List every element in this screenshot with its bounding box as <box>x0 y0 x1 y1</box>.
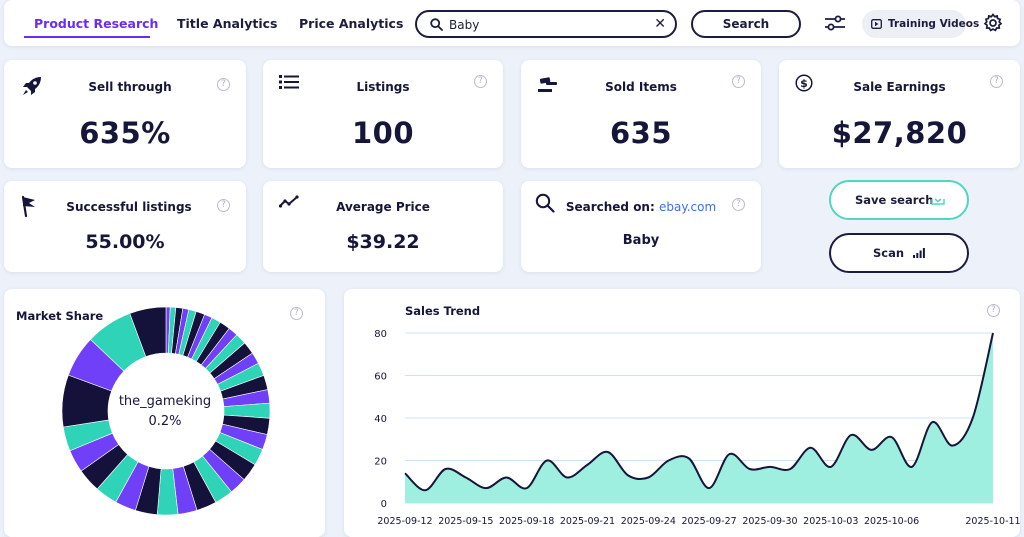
trend-icon <box>279 195 299 208</box>
x-tick-label: 2025-09-24 <box>621 516 676 527</box>
sold-items-value: 635 <box>609 116 673 150</box>
help-icon[interactable]: ? <box>987 304 1000 317</box>
x-tick-label: 2025-09-27 <box>682 516 737 527</box>
sales-area <box>405 333 993 503</box>
searched-on-title: Searched on: ebay.com <box>521 200 761 214</box>
top-nav: Product Research Title Analytics Price A… <box>4 0 1020 46</box>
tab-product-research[interactable]: Product Research <box>34 16 159 31</box>
signal-bars-icon <box>913 248 925 258</box>
sale-earnings-label: Sale Earnings <box>853 80 946 94</box>
market-share-donut <box>61 306 271 516</box>
x-tick-label: 2025-09-21 <box>560 516 615 527</box>
rocket-icon <box>23 77 41 95</box>
scan-button[interactable]: Scan <box>829 233 969 273</box>
average-price-value: $39.22 <box>346 231 420 253</box>
gavel-icon <box>538 77 557 92</box>
successful-listings-card: Successful listings ? 55.00% <box>4 181 246 272</box>
searched-on-card: Searched on: ebay.com ? Baby <box>521 181 761 272</box>
sales-trend-panel: Sales Trend 0 20 40 60 80 2025-09-12 2025-09-15… <box>344 289 1020 537</box>
searched-query-value: Baby <box>622 233 660 248</box>
y-tick-label: 80 <box>374 329 387 340</box>
y-tick-label: 40 <box>374 414 387 425</box>
tab-price-analytics[interactable]: Price Analytics <box>299 16 404 31</box>
y-tick-label: 60 <box>374 372 387 383</box>
help-icon[interactable]: ? <box>732 75 745 88</box>
gear-icon[interactable] <box>983 13 1003 33</box>
searched-on-label: Searched on: <box>565 200 655 214</box>
x-tick-label: 2025-09-15 <box>438 516 493 527</box>
x-tick-label: 2025-10-06 <box>864 516 919 527</box>
y-tick-label: 20 <box>374 457 387 468</box>
inbox-icon <box>931 198 945 205</box>
listings-card: Listings ? 100 <box>263 60 503 168</box>
sales-trend-title: Sales Trend <box>405 304 480 318</box>
tab-title-analytics[interactable]: Title Analytics <box>177 16 278 31</box>
video-play-icon <box>871 19 882 29</box>
sale-earnings-card: $ Sale Earnings ? $27,820 <box>779 60 1020 168</box>
search-icon <box>535 193 555 213</box>
successful-listings-label: Successful listings <box>66 200 192 214</box>
help-icon[interactable]: ? <box>217 199 230 212</box>
list-icon <box>279 75 299 89</box>
average-price-card: Average Price $39.22 <box>263 181 503 272</box>
average-price-label: Average Price <box>336 200 430 214</box>
sale-earnings-value: $27,820 <box>831 116 968 150</box>
help-icon[interactable]: ? <box>732 198 745 211</box>
listings-value: 100 <box>351 116 415 150</box>
search-button[interactable]: Search <box>691 10 801 38</box>
y-tick-label: 0 <box>381 499 387 510</box>
search-box: ✕ <box>415 10 677 38</box>
flag-icon <box>21 195 35 217</box>
sales-trend-chart: Sales Trend 0 20 40 60 80 2025-09-12 2025-09-15… <box>374 304 1020 527</box>
dollar-icon: $ <box>795 74 813 92</box>
donut-segment[interactable] <box>129 306 167 358</box>
save-search-label: Save search <box>855 193 934 207</box>
help-icon[interactable]: ? <box>290 307 303 320</box>
search-icon <box>430 18 443 31</box>
sell-through-value: 635% <box>79 116 171 150</box>
x-tick-label: 2025-09-12 <box>377 516 432 527</box>
searched-site-link[interactable]: ebay.com <box>658 200 717 214</box>
svg-text:$: $ <box>800 77 808 90</box>
clear-search-icon[interactable]: ✕ <box>654 16 666 32</box>
successful-listings-value: 55.00% <box>85 231 165 253</box>
sales-line <box>404 332 994 492</box>
sold-items-label: Sold Items <box>605 80 677 94</box>
x-tick-label: 2025-09-18 <box>499 516 554 527</box>
donut-center-seller: the_gameking <box>118 394 212 409</box>
save-search-button[interactable]: Save search <box>829 180 969 220</box>
x-tick-label: 2025-10-11 <box>965 516 1020 527</box>
market-share-panel: Market Share ? the_gameking 0.2% <box>4 289 325 537</box>
sell-through-card: Sell through ? 635% <box>4 60 246 168</box>
help-icon[interactable]: ? <box>990 75 1003 88</box>
scan-label: Scan <box>873 246 905 260</box>
listings-label: Listings <box>356 80 410 94</box>
search-input[interactable] <box>449 17 649 33</box>
help-icon[interactable]: ? <box>217 78 230 91</box>
training-videos-button[interactable]: Training Videos <box>862 10 979 38</box>
sell-through-label: Sell through <box>88 80 172 94</box>
x-tick-label: 2025-09-30 <box>742 516 797 527</box>
sold-items-card: Sold Items ? 635 <box>521 60 761 168</box>
donut-center-share: 0.2% <box>148 414 182 429</box>
filter-sliders-icon[interactable] <box>824 14 846 32</box>
active-tab-indicator <box>24 36 150 38</box>
training-videos-label: Training Videos <box>888 18 980 30</box>
market-share-title: Market Share <box>16 309 104 323</box>
x-tick-label: 2025-10-03 <box>803 516 858 527</box>
help-icon[interactable]: ? <box>474 75 487 88</box>
